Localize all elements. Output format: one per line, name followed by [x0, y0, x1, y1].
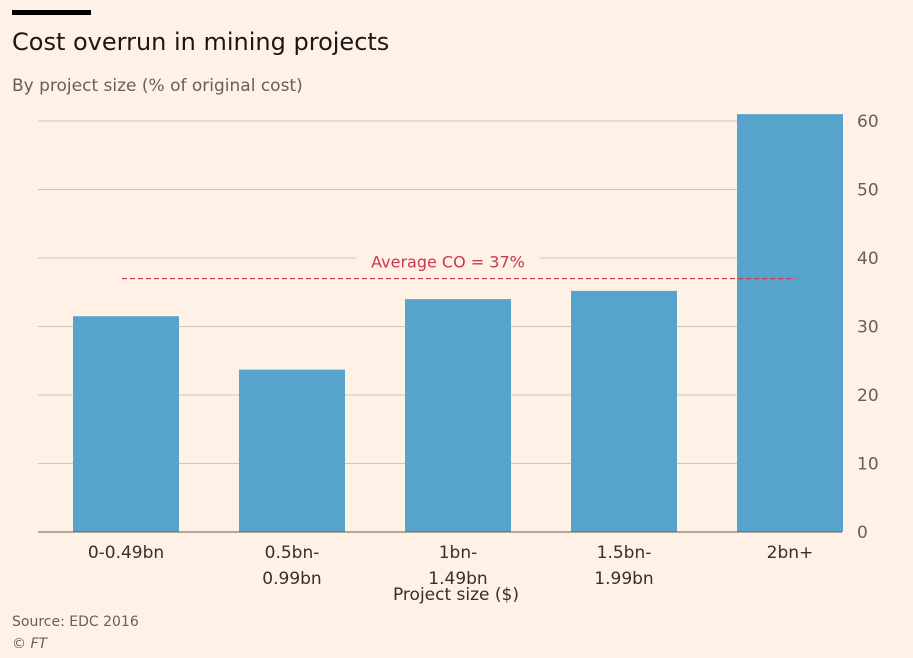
x-tick-label: 2bn+: [767, 543, 814, 563]
x-tick-label: 0.99bn: [262, 569, 321, 589]
ft-credit: © FT: [12, 636, 48, 652]
top-rule: [12, 10, 91, 15]
x-tick-label: 0-0.49bn: [88, 543, 164, 563]
chart-subtitle: By project size (% of original cost): [12, 76, 303, 96]
y-tick-label: 30: [857, 318, 879, 338]
average-label-backdrop: [356, 250, 540, 273]
y-tick-label: 40: [857, 249, 879, 269]
x-axis-title: Project size ($): [393, 585, 519, 605]
y-tick-label: 20: [857, 386, 879, 406]
chart-title: Cost overrun in mining projects: [12, 28, 390, 56]
bar-5: [737, 114, 843, 533]
average-label: Average CO = 37%: [371, 253, 525, 272]
bar-3: [405, 299, 511, 532]
x-tick-label: 1bn-: [439, 543, 478, 563]
x-tick-label: 0.5bn-: [265, 543, 320, 563]
y-tick-label: 10: [857, 455, 879, 475]
bar-1: [73, 316, 179, 532]
source-note: Source: EDC 2016: [12, 614, 139, 630]
bar-2: [239, 369, 345, 532]
x-tick-label: 1.99bn: [594, 569, 653, 589]
y-tick-label: 60: [857, 112, 879, 132]
x-tick-label: 1.49bn: [428, 569, 487, 589]
y-tick-label: 0: [857, 523, 868, 543]
bar-4: [571, 290, 677, 532]
y-tick-label: 50: [857, 181, 879, 201]
x-tick-label: 1.5bn-: [597, 543, 652, 563]
